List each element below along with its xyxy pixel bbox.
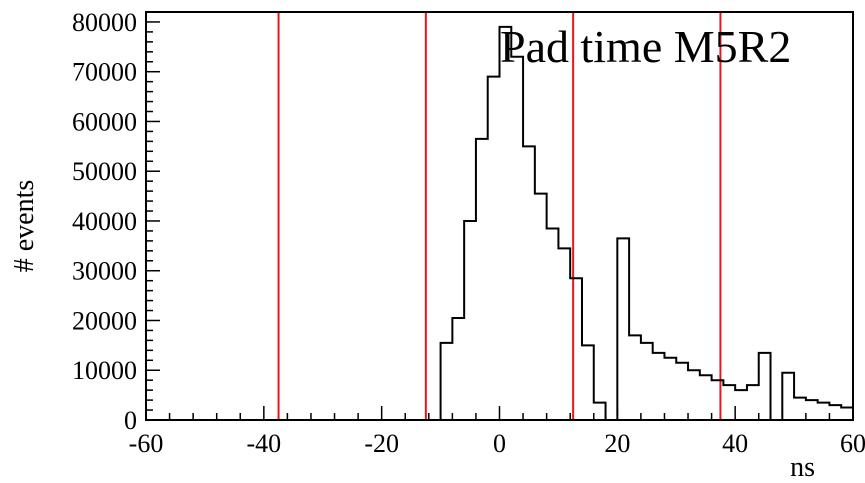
x-tick-label: 40 <box>722 429 748 458</box>
y-tick-label: 0 <box>124 406 137 435</box>
y-tick-label: 30000 <box>72 257 137 286</box>
y-tick-label: 20000 <box>72 306 137 335</box>
histogram-outline <box>146 27 853 420</box>
x-axis-ticks: -60 -40 -20 0 20 40 60 <box>129 406 865 458</box>
x-tick-label: 60 <box>840 429 865 458</box>
y-tick-label: 60000 <box>72 107 137 136</box>
x-tick-label: 20 <box>604 429 630 458</box>
x-tick-label: -20 <box>364 429 399 458</box>
y-tick-label: 80000 <box>72 8 137 37</box>
y-axis-title: # events <box>9 180 40 273</box>
y-tick-label: 70000 <box>72 58 137 87</box>
chart-title: Pad time M5R2 <box>500 21 791 72</box>
x-axis-title: ns <box>790 452 815 483</box>
y-axis-ticks: 0 10000 20000 30000 40000 50000 60000 70000 8000… <box>72 8 160 435</box>
y-tick-label: 10000 <box>72 356 137 385</box>
x-tick-label: 0 <box>493 429 506 458</box>
x-tick-label: -40 <box>246 429 281 458</box>
y-tick-label: 50000 <box>72 157 137 186</box>
y-tick-label: 40000 <box>72 207 137 236</box>
